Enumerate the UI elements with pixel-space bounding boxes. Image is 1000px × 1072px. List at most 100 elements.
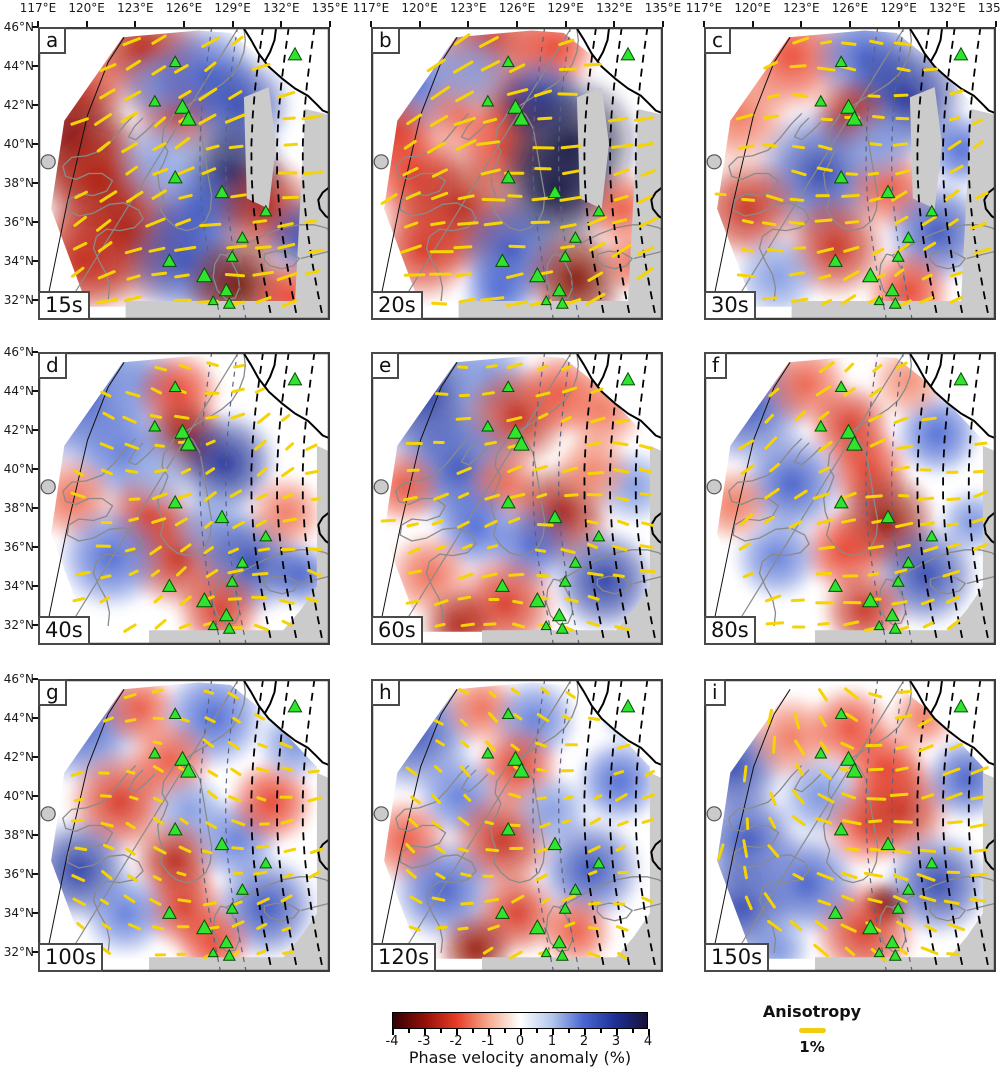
lon-tick-label: 117°E [19, 1, 57, 15]
axis-tick [418, 21, 421, 27]
map-panel-g: g 100s [38, 679, 330, 972]
mask-regions [373, 445, 663, 645]
axis-tick [32, 834, 38, 837]
anisotropy-bars [70, 34, 325, 308]
lon-tick-label: 120°E [401, 1, 438, 15]
colorbar-minor-tick [440, 1029, 442, 1033]
lon-tick-label: 120°E [734, 1, 771, 15]
colorbar-tick-label: -4 [385, 1034, 399, 1049]
map-canvas [704, 27, 996, 320]
lat-tick-label: 44°N [3, 711, 34, 726]
axis-tick [32, 756, 38, 759]
volcano-markers [814, 698, 969, 961]
lat-tick-label: 38°N [3, 176, 34, 191]
axis-tick [32, 221, 38, 224]
lon-tick-label: 135°E [311, 1, 349, 15]
panel-letter-label: h [371, 679, 400, 706]
colorbar-minor-tick [632, 1029, 634, 1033]
axis-tick [32, 26, 38, 28]
axis-tick [32, 65, 38, 68]
panel-period-label: 150s [704, 943, 770, 972]
anisotropy-bars [405, 686, 655, 960]
lat-tick-label: 46°N [3, 345, 34, 359]
axis-tick [32, 717, 38, 720]
lon-tick-label: 123°E [783, 1, 820, 15]
anisotropy-bars [738, 361, 988, 632]
lat-tick-label: 46°N [3, 20, 34, 34]
map-panel-f: f 80s [704, 352, 996, 645]
lat-tick-label: 44°N [3, 59, 34, 74]
axis-tick [32, 143, 38, 146]
axis-tick [662, 21, 664, 27]
mask-regions [373, 772, 663, 972]
lon-tick-label: 132°E [263, 1, 300, 15]
map-canvas [371, 352, 663, 645]
lat-tick-label: 40°N [3, 789, 34, 804]
mask-regions [706, 445, 996, 645]
colorbar-tick [456, 1029, 458, 1035]
coastlines [62, 352, 330, 627]
slab-contours [865, 679, 991, 972]
slab-contours [865, 352, 991, 645]
map-canvas [38, 27, 330, 320]
axis-tick [32, 260, 38, 263]
axis-tick [32, 429, 38, 432]
colorbar-tick-label: 2 [579, 1034, 589, 1049]
panel-letter-label: b [371, 27, 400, 54]
lon-tick-label: 126°E [498, 1, 536, 15]
colorbar-minor-tick [568, 1029, 570, 1033]
slab-contours [532, 352, 658, 645]
colorbar-tick-label: 1 [547, 1034, 557, 1049]
axis-tick [37, 21, 39, 27]
axis-tick [946, 21, 949, 27]
colorbar-tick-label: 3 [611, 1034, 621, 1049]
anisotropy-bars [717, 687, 989, 962]
lon-tick-label: 129°E [214, 1, 251, 15]
panel-period-label: 60s [371, 616, 423, 645]
colorbar-minor-tick [536, 1029, 538, 1033]
axis-tick [564, 21, 567, 27]
volcano-markers [481, 698, 636, 961]
volcano-markers [148, 46, 303, 309]
anisotropy-bars [380, 362, 656, 632]
coastlines [395, 352, 663, 627]
map-frame [371, 352, 663, 645]
panel-period-label: 40s [38, 616, 90, 645]
axis-tick [897, 21, 900, 27]
panel-letter-label: g [38, 679, 67, 706]
axis-tick [703, 21, 705, 27]
axis-tick [32, 912, 38, 915]
anisotropy-bars [714, 36, 992, 308]
lat-tick-label: 32°N [3, 618, 34, 633]
map-frame [371, 27, 663, 320]
panel-period-label: 100s [38, 943, 104, 972]
panel-period-label: 15s [38, 291, 90, 320]
colorbar-minor-tick [504, 1029, 506, 1033]
lon-tick-label: 117°E [685, 1, 723, 15]
map-panel-i: i 150s [704, 679, 996, 972]
map-frame [38, 352, 330, 645]
lon-tick-label: 126°E [165, 1, 203, 15]
lat-tick-label: 44°N [3, 384, 34, 399]
lon-tick-label: 123°E [450, 1, 487, 15]
colorbar-tick-label: -1 [481, 1034, 495, 1049]
colorbar [392, 1012, 648, 1029]
colorbar-tick [424, 1029, 426, 1035]
volcano-markers [148, 371, 303, 634]
lon-tick-label: 135°E [977, 1, 1000, 15]
panel-letter-label: f [704, 352, 728, 379]
mask-regions [706, 772, 996, 972]
map-panel-a: a 15s [38, 27, 330, 320]
axis-tick [32, 390, 38, 393]
lon-tick-label: 132°E [596, 1, 633, 15]
volcano-markers [814, 46, 969, 309]
map-panel-d: d 40s [38, 352, 330, 645]
tectonic-lines [43, 682, 238, 970]
panel-period-label: 80s [704, 616, 756, 645]
colorbar-tick [584, 1029, 586, 1035]
map-frame [704, 27, 996, 320]
lat-tick-label: 46°N [3, 672, 34, 686]
colorbar-tick [648, 1029, 650, 1035]
map-frame [704, 352, 996, 645]
